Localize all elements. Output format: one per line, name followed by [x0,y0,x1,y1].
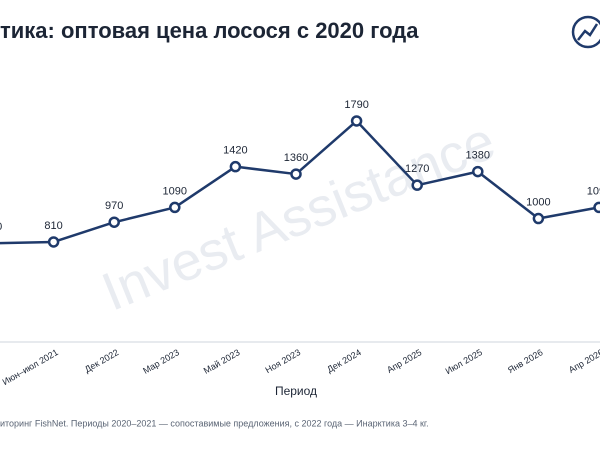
value-label: 1000 [526,196,550,208]
point [47,236,60,248]
point [229,160,242,173]
point [532,212,545,225]
value-label: 1090 [163,185,187,197]
footnote: иторинг FishNet. Периоды 2020–2021 — соп… [0,418,429,428]
point [290,168,302,180]
point [350,115,363,127]
chart-title: тика: оптовая цена лосося с 2020 года [0,18,419,43]
value-label: 1360 [284,152,308,164]
point [411,179,423,191]
value-label: 810 [44,220,62,232]
point [472,165,484,178]
point [593,201,600,214]
value-label: 800 [0,221,2,233]
value-label: 1090 [587,185,600,197]
logo [571,15,600,49]
value-label: 970 [105,200,123,212]
value-label: 1380 [466,150,490,162]
point [169,201,181,214]
value-label: 1790 [344,99,368,111]
x-axis-title: Период [275,384,317,398]
point [108,216,120,228]
value-label: 1420 [223,145,247,157]
value-label: 1270 [405,163,429,175]
